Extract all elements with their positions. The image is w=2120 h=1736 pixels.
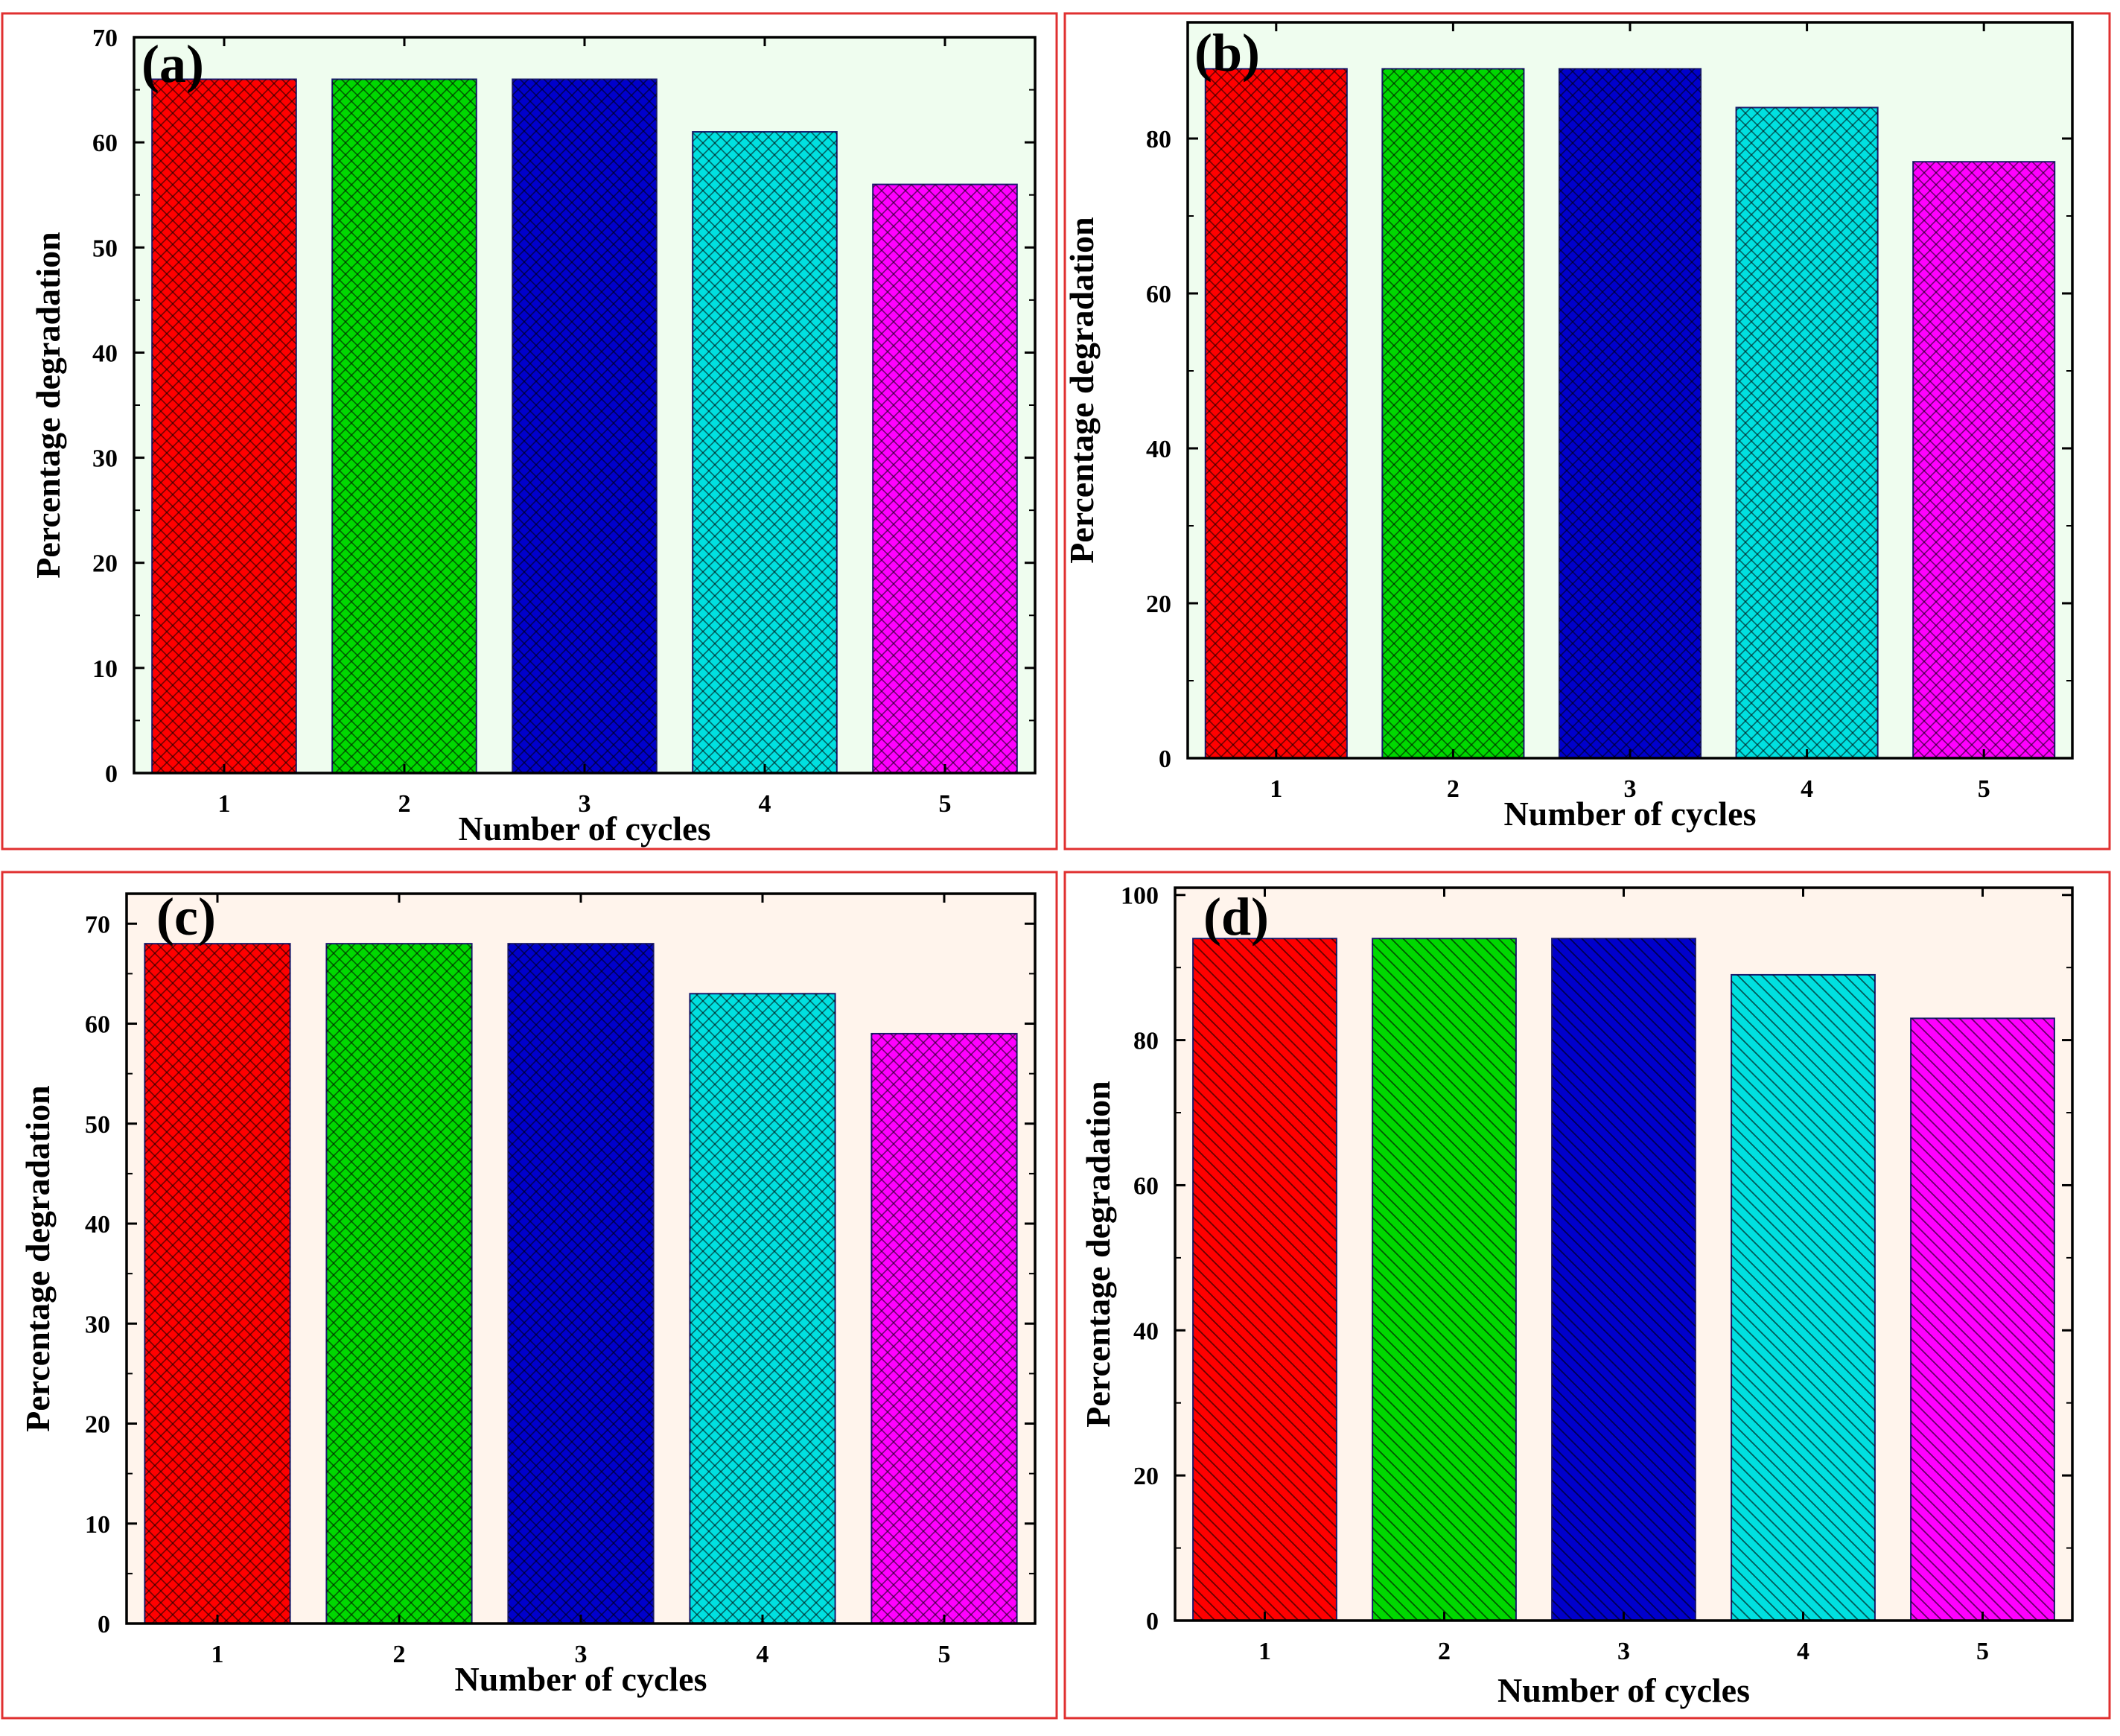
bar-cycle-4 — [692, 131, 838, 774]
bar-cycle-2 — [331, 78, 477, 774]
y-tick-label: 60 — [92, 130, 118, 157]
bar-cycle-1 — [144, 943, 291, 1624]
bar-cycle-5 — [1910, 1017, 2055, 1621]
y-axis-title: Percentage degradation — [29, 232, 67, 578]
bar-cycle-5 — [872, 183, 1018, 775]
x-tick-label: 4 — [1801, 775, 1813, 803]
axes-box — [1186, 21, 2074, 760]
bar-cycle-3 — [1551, 938, 1696, 1621]
bar-cycle-3 — [512, 78, 658, 774]
y-tick-label: 20 — [1146, 591, 1171, 618]
bar-cycle-1 — [151, 78, 297, 774]
y-tick-label: 20 — [85, 1411, 110, 1439]
x-tick-label: 4 — [1797, 1638, 1809, 1665]
y-tick-label: 30 — [85, 1311, 110, 1338]
y-tick-label: 0 — [1159, 745, 1171, 773]
y-axis-title: Percentage degradation — [19, 1085, 57, 1431]
panel-frame — [1, 871, 1058, 1720]
x-axis-title: Number of cycles — [1504, 795, 1757, 833]
y-tick-label: 40 — [92, 340, 118, 367]
y-tick-label: 60 — [1146, 281, 1171, 308]
y-tick-label: 80 — [1133, 1028, 1159, 1055]
x-tick-label: 1 — [1258, 1638, 1271, 1665]
x-tick-label: 5 — [938, 1641, 951, 1668]
bar-cycle-3 — [1558, 68, 1702, 759]
x-axis-title: Number of cycles — [459, 810, 711, 848]
x-tick-label: 2 — [398, 790, 411, 818]
y-tick-label: 40 — [1133, 1317, 1159, 1345]
x-tick-label: 5 — [1978, 775, 1990, 803]
x-tick-label: 5 — [1976, 1638, 1989, 1665]
axes-box — [133, 36, 1037, 775]
x-axis-title: Number of cycles — [1497, 1671, 1750, 1709]
x-tick-label: 2 — [1438, 1638, 1451, 1665]
bar-cycle-3 — [507, 943, 655, 1624]
x-tick-label: 3 — [579, 790, 591, 818]
axes-box — [1174, 886, 2074, 1622]
y-axis-title: Percentage degradation — [1079, 1081, 1117, 1427]
y-tick-label: 20 — [92, 550, 118, 578]
panel-b: 1 2 3 4 5 0 20 40 60 80 Number of cycles Percentage… — [1063, 12, 2111, 850]
panel-label: (d) — [1203, 887, 1269, 947]
bar-cycle-4 — [689, 993, 836, 1624]
panel-label: (b) — [1194, 23, 1260, 83]
x-axis-title: Number of cycles — [455, 1660, 707, 1698]
y-tick-label: 10 — [92, 655, 118, 683]
y-tick-label: 40 — [1146, 436, 1171, 463]
y-tick-label: 60 — [85, 1011, 110, 1039]
x-tick-label: 1 — [211, 1641, 224, 1668]
x-tick-label: 2 — [1447, 775, 1460, 803]
panel-frame — [1063, 12, 2111, 850]
bar-cycle-2 — [1381, 68, 1525, 759]
bar-cycle-2 — [325, 943, 473, 1624]
x-tick-label: 1 — [1270, 775, 1282, 803]
y-tick-label: 70 — [85, 911, 110, 938]
y-tick-label: 70 — [92, 25, 118, 52]
y-tick-label: 100 — [1121, 883, 1159, 910]
x-tick-label: 5 — [939, 790, 952, 818]
x-tick-label: 3 — [1624, 775, 1637, 803]
x-tick-label: 3 — [575, 1641, 588, 1668]
y-tick-label: 50 — [85, 1111, 110, 1139]
bar-cycle-1 — [1192, 938, 1337, 1621]
y-tick-label: 20 — [1133, 1463, 1159, 1490]
x-tick-label: 3 — [1617, 1638, 1630, 1665]
y-tick-label: 30 — [92, 445, 118, 473]
y-tick-label: 0 — [105, 760, 118, 788]
y-tick-label: 0 — [1146, 1608, 1159, 1635]
bar-cycle-1 — [1204, 68, 1348, 759]
x-tick-label: 4 — [759, 790, 771, 818]
y-tick-label: 10 — [85, 1511, 110, 1539]
y-tick-label: 60 — [1133, 1172, 1159, 1200]
bar-cycle-2 — [1372, 938, 1517, 1621]
panel-label: (c) — [156, 887, 216, 947]
y-tick-label: 40 — [85, 1211, 110, 1239]
y-tick-label: 50 — [92, 235, 118, 262]
bar-cycle-4 — [1731, 973, 1876, 1621]
y-tick-label: 80 — [1146, 126, 1171, 153]
x-tick-label: 2 — [393, 1641, 406, 1668]
x-tick-label: 4 — [757, 1641, 769, 1668]
y-axis-title: Percentage degradation — [1063, 217, 1101, 563]
bar-cycle-5 — [870, 1032, 1018, 1624]
bar-cycle-4 — [1735, 106, 1879, 759]
y-tick-label: 0 — [98, 1611, 110, 1638]
bar-cycle-5 — [1912, 161, 2056, 759]
axes-box — [125, 892, 1037, 1625]
x-tick-label: 1 — [218, 790, 231, 818]
panel-frame — [1, 12, 1058, 850]
panel-label: (a) — [141, 34, 204, 94]
panel-d: 1 2 3 4 5 0 20 40 60 80 100 Number of cycles Percent… — [1063, 871, 2111, 1720]
panel-frame — [1063, 871, 2111, 1720]
